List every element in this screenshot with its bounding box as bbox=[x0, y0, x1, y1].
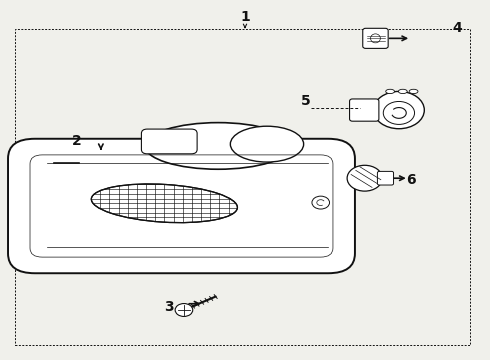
Circle shape bbox=[175, 303, 193, 316]
Ellipse shape bbox=[145, 123, 292, 169]
FancyBboxPatch shape bbox=[8, 139, 355, 273]
Text: 3: 3 bbox=[165, 300, 174, 314]
Ellipse shape bbox=[409, 89, 418, 94]
Ellipse shape bbox=[386, 89, 394, 94]
Bar bbox=[15, 30, 470, 345]
Circle shape bbox=[383, 102, 415, 125]
Circle shape bbox=[312, 196, 330, 209]
Text: 6: 6 bbox=[406, 173, 416, 187]
Text: 2: 2 bbox=[72, 134, 81, 148]
Text: 4: 4 bbox=[453, 21, 463, 35]
Ellipse shape bbox=[230, 126, 304, 162]
Ellipse shape bbox=[398, 89, 407, 94]
Ellipse shape bbox=[91, 184, 238, 222]
FancyBboxPatch shape bbox=[363, 28, 388, 48]
Text: 5: 5 bbox=[301, 94, 311, 108]
Circle shape bbox=[347, 165, 382, 191]
FancyBboxPatch shape bbox=[377, 171, 393, 185]
Text: 1: 1 bbox=[240, 10, 250, 24]
FancyBboxPatch shape bbox=[142, 129, 197, 154]
Circle shape bbox=[373, 91, 424, 129]
Ellipse shape bbox=[370, 34, 380, 43]
FancyBboxPatch shape bbox=[349, 99, 379, 121]
